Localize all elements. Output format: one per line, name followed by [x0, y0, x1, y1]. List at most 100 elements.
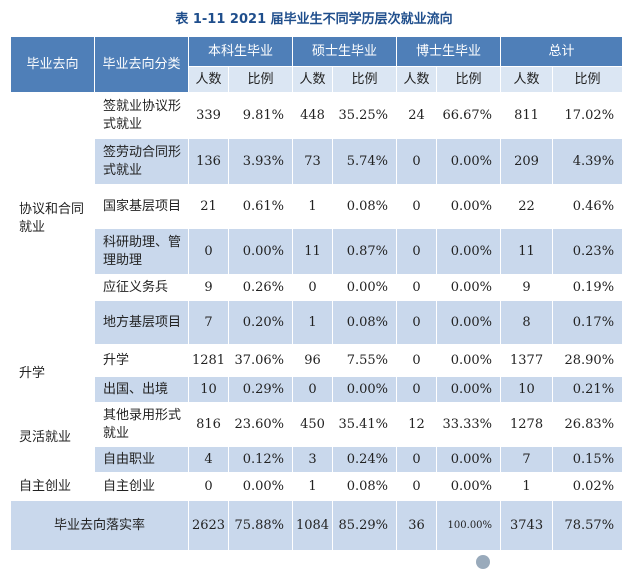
table-cell: 0 [396, 138, 438, 185]
category-cell: 科研助理、管理助理 [94, 228, 189, 275]
table-cell: 0 [396, 376, 438, 403]
table-cell: 0.61% [227, 184, 294, 229]
table-row: 应征义务兵 9 0.26% 0 0.00% 0 0.00% 9 0.19% [11, 274, 624, 301]
category-cell: 国家基层项目 [94, 184, 189, 229]
table-cell: 0.08% [332, 472, 398, 501]
table-cell: 96 [292, 344, 334, 377]
table-cell: 0.17% [552, 300, 624, 345]
table-cell: 0 [396, 184, 438, 229]
category-cell: 应征义务兵 [94, 274, 189, 301]
table-cell: 0.19% [552, 274, 624, 301]
table-cell: 11 [500, 228, 554, 275]
table-cell: 3743 [500, 500, 554, 551]
table-cell: 0.00% [227, 472, 294, 501]
table-row: 国家基层项目 21 0.61% 1 0.08% 0 0.00% 22 0.46% [11, 184, 624, 229]
header-ratio: 比例 [227, 66, 294, 93]
table-cell: 209 [500, 138, 554, 185]
table-cell: 24 [396, 92, 438, 139]
table-cell: 0 [396, 300, 438, 345]
table-cell: 36 [396, 500, 438, 551]
table-cell: 0.87% [332, 228, 398, 275]
table-cell: 4.39% [552, 138, 624, 185]
header-ratio: 比例 [552, 66, 624, 93]
table-cell: 2623 [188, 500, 229, 551]
header-count: 人数 [500, 66, 554, 93]
table-row: 地方基层项目 7 0.20% 1 0.08% 0 0.00% 8 0.17% [11, 300, 624, 345]
table-cell: 9 [500, 274, 554, 301]
table-cell: 136 [188, 138, 229, 185]
table-cell: 9 [188, 274, 229, 301]
table-cell: 0.02% [552, 472, 624, 501]
table-row: 升学 升学 1281 37.06% 96 7.55% 0 0.00% 1377 28.90% [10, 344, 624, 403]
header-category: 毕业去向分类 [94, 36, 189, 93]
table-cell: 3.93% [227, 138, 294, 185]
header-undergrad: 本科生毕业 [187, 36, 294, 67]
table-cell: 0 [396, 446, 438, 473]
table-cell: 1377 [500, 344, 554, 377]
table-cell: 85.29% [332, 500, 398, 551]
header-count: 人数 [188, 66, 229, 93]
table-cell: 10 [500, 376, 554, 403]
table-cell: 0 [396, 344, 438, 377]
table-cell: 100.00% [436, 500, 502, 551]
table-cell: 12 [396, 402, 438, 447]
table-row: 科研助理、管理助理 0 0.00% 11 0.87% 0 0.00% 11 0.23% [11, 228, 624, 275]
table-cell: 0.21% [552, 376, 624, 403]
header-count: 人数 [396, 66, 438, 93]
table-cell: 0.00% [436, 138, 502, 185]
header-count: 人数 [292, 66, 334, 93]
group-cell: 灵活就业 [10, 402, 95, 473]
watermark: 励哥生涯课堂 [476, 552, 578, 572]
table-cell: 1281 [188, 344, 229, 377]
table-cell: 1 [292, 300, 334, 345]
table-cell: 0.29% [227, 376, 294, 403]
table-cell: 37.06% [227, 344, 294, 377]
table-cell: 448 [292, 92, 334, 139]
table-cell: 0.08% [332, 184, 398, 229]
table-cell: 5.74% [332, 138, 398, 185]
table-cell: 1 [292, 472, 334, 501]
footer-label: 毕业去向落实率 [10, 500, 189, 551]
table-cell: 11 [292, 228, 334, 275]
table-cell: 0.00% [332, 274, 398, 301]
table-cell: 811 [500, 92, 554, 139]
table-cell: 7.55% [332, 344, 398, 377]
table-cell: 1278 [500, 402, 554, 447]
table-cell: 4 [188, 446, 229, 473]
table-row: 出国、出境 10 0.29% 0 0.00% 0 0.00% 10 0.21% [11, 376, 624, 403]
table-cell: 0.24% [332, 446, 398, 473]
header-master: 硕士生毕业 [292, 36, 398, 67]
employment-table: 毕业去向 毕业去向分类 本科生毕业 硕士生毕业 博士生毕业 总计 人数 比例 人… [10, 36, 624, 551]
group-cell: 协议和合同就业 [10, 92, 95, 345]
table-cell: 0.00% [227, 228, 294, 275]
table-cell: 35.25% [332, 92, 398, 139]
table-cell: 75.88% [227, 500, 294, 551]
table-cell: 1 [292, 184, 334, 229]
table-cell: 7 [500, 446, 554, 473]
table-cell: 66.67% [436, 92, 502, 139]
table-cell: 23.60% [227, 402, 294, 447]
table-cell: 0.00% [436, 184, 502, 229]
header-ratio: 比例 [436, 66, 502, 93]
table-cell: 73 [292, 138, 334, 185]
table-cell: 28.90% [552, 344, 624, 377]
category-cell: 签就业协议形式就业 [94, 92, 189, 139]
table-cell: 0 [292, 376, 334, 403]
table-cell: 0.00% [332, 376, 398, 403]
table-cell: 0 [188, 472, 229, 501]
table-row: 自由职业 4 0.12% 3 0.24% 0 0.00% 7 0.15% [11, 446, 624, 473]
category-cell: 自主创业 [94, 472, 189, 501]
group-cell: 自主创业 [10, 472, 95, 501]
category-cell: 升学 [94, 344, 189, 377]
wechat-icon [476, 555, 490, 569]
table-cell: 78.57% [552, 500, 624, 551]
table-cell: 9.81% [227, 92, 294, 139]
table-cell: 0 [292, 274, 334, 301]
header-doctor: 博士生毕业 [396, 36, 502, 67]
table-cell: 0.00% [436, 344, 502, 377]
table-cell: 0.00% [436, 446, 502, 473]
table-cell: 0.23% [552, 228, 624, 275]
table-cell: 1084 [292, 500, 334, 551]
table-cell: 0 [188, 228, 229, 275]
category-cell: 自由职业 [94, 446, 189, 473]
